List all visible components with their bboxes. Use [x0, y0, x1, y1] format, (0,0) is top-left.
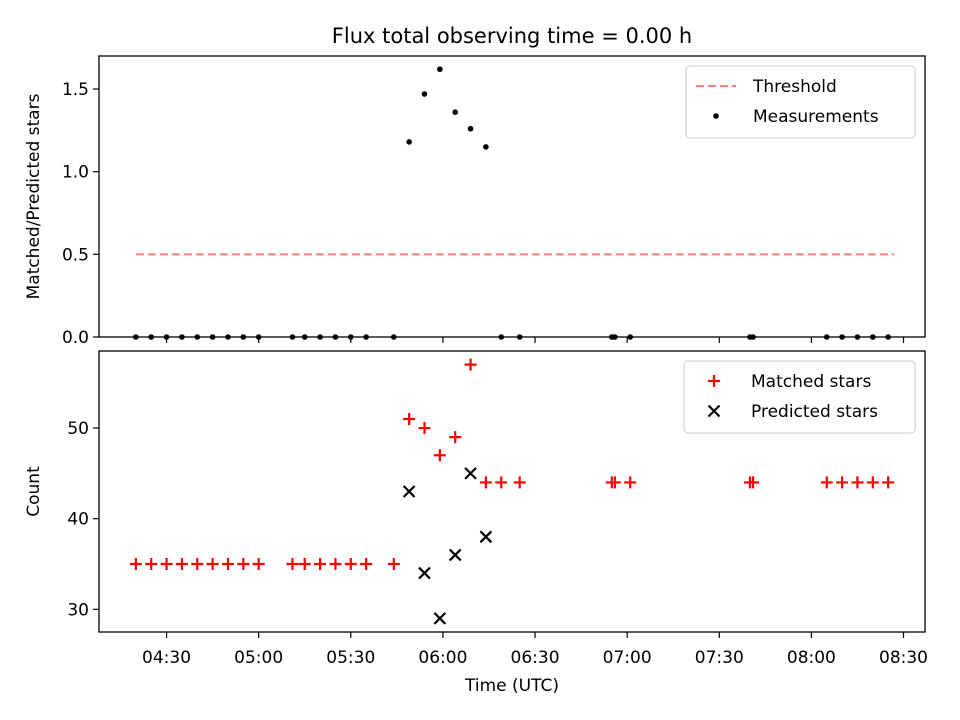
data-point	[479, 530, 493, 544]
data-point	[206, 558, 219, 571]
series-1	[129, 358, 895, 571]
data-point	[402, 485, 416, 498]
data-point	[298, 558, 311, 571]
plot-frame	[98, 350, 926, 633]
data-point	[360, 558, 373, 571]
data-point	[866, 476, 879, 489]
x-tick-label: 06:30	[511, 648, 560, 668]
x-axis-label: Time (UTC)	[464, 676, 559, 696]
chart-title: Flux total observing time = 0.00 h	[332, 24, 692, 48]
y-tick-label: 50	[67, 419, 89, 439]
data-point	[418, 566, 431, 580]
data-point	[433, 449, 446, 462]
data-point	[495, 476, 508, 489]
data-point	[387, 558, 400, 571]
y-tick-label: 0.0	[62, 328, 89, 348]
data-point	[286, 558, 299, 571]
data-point	[329, 558, 342, 571]
data-point	[479, 476, 492, 489]
data-point	[191, 558, 204, 571]
bottom-panel: 04:30 05:00 05:30 06:00 06:30 07:00 07:30 08:00…	[24, 350, 928, 668]
data-point	[129, 558, 142, 571]
y-tick-label: 40	[67, 510, 89, 530]
data-point	[851, 476, 864, 489]
data-point	[464, 358, 477, 371]
y-axis-label: Matched/Predicted stars	[24, 93, 44, 299]
data-point	[406, 139, 412, 145]
data-point	[836, 476, 849, 489]
data-point	[882, 476, 895, 489]
data-point	[421, 91, 428, 97]
data-point	[221, 558, 234, 571]
data-point	[433, 612, 447, 625]
data-point	[145, 558, 158, 571]
x-tick-label: 05:30	[326, 648, 375, 668]
x-tick-label: 07:00	[603, 648, 652, 668]
data-point	[747, 476, 760, 489]
plot-frame	[98, 55, 926, 338]
data-point	[418, 422, 431, 435]
data-point	[608, 476, 621, 489]
x-tick-label: 08:30	[879, 648, 928, 668]
data-point	[467, 125, 474, 132]
data-point	[237, 558, 250, 571]
y-tick-label: 30	[67, 600, 89, 620]
data-point	[483, 144, 489, 150]
data-point	[160, 558, 173, 571]
legend-swatch	[708, 375, 720, 387]
data-point	[344, 558, 357, 571]
y-tick-label: 1.0	[62, 163, 89, 183]
legend-label: Threshold	[752, 77, 837, 97]
legend: Matched stars Predicted stars	[683, 360, 916, 434]
data-point	[252, 558, 265, 571]
data-point	[624, 476, 637, 489]
legend-box	[685, 65, 916, 139]
series-2	[402, 467, 493, 625]
legend-label: Measurements	[753, 107, 879, 127]
x-tick-label: 08:00	[787, 648, 836, 668]
legend-box	[683, 360, 916, 434]
data-point	[452, 109, 458, 115]
data-point	[448, 548, 462, 562]
top-panel: 0.0 0.5 1.0 1.5 Matched/Predicted stars Thres…	[24, 55, 926, 348]
legend-label: Predicted stars	[751, 402, 878, 422]
data-point	[820, 476, 833, 489]
data-point	[513, 476, 526, 489]
x-tick-label: 06:00	[418, 648, 467, 668]
y-tick-label: 0.5	[62, 245, 89, 265]
data-point	[437, 66, 443, 73]
data-point	[403, 412, 416, 425]
x-tick-label: 05:00	[234, 648, 283, 668]
data-point	[175, 558, 188, 571]
x-tick-label: 07:30	[695, 648, 744, 668]
y-tick-label: 1.5	[62, 80, 89, 100]
data-point	[464, 467, 477, 480]
y-axis-label: Count	[24, 466, 44, 517]
data-point	[449, 431, 462, 444]
legend: Threshold Measurements	[685, 65, 916, 139]
legend-swatch	[713, 113, 719, 119]
legend-label: Matched stars	[751, 372, 871, 392]
legend-swatch	[707, 404, 721, 418]
data-point	[314, 558, 327, 571]
x-tick-label: 04:30	[142, 648, 191, 668]
